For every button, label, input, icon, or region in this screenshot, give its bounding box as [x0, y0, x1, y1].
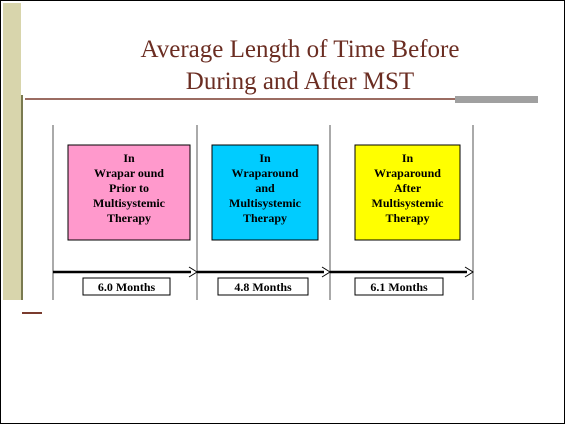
- title-line: During and After MST: [186, 68, 414, 95]
- phase-box: [67, 144, 191, 241]
- phase-label: Multisystemic: [93, 196, 166, 210]
- phase-label: Prior to: [109, 181, 149, 195]
- sidebar: [3, 3, 21, 300]
- phase-label: and: [255, 181, 275, 195]
- phase-label: Wrapar ound: [94, 166, 164, 180]
- phase-label: Therapy: [107, 211, 151, 225]
- phase-box: [211, 144, 319, 241]
- phase-label: In: [123, 151, 135, 165]
- duration-label: 6.1 Months: [370, 280, 428, 294]
- duration-box: [82, 277, 171, 296]
- duration-label: 6.0 Months: [98, 280, 156, 294]
- title-line: Average Length of Time Before: [141, 36, 460, 63]
- duration-box: [354, 277, 444, 296]
- title-rule-bar: [455, 96, 538, 103]
- duration-label: 4.8 Months: [234, 280, 292, 294]
- phase-label: In: [259, 151, 271, 165]
- duration-box: [217, 277, 309, 296]
- phase-label: Wraparound: [374, 166, 441, 180]
- phase-label: Multisystemic: [229, 196, 302, 210]
- arrow-head: [464, 266, 474, 278]
- phase-label: Therapy: [243, 211, 287, 225]
- phase-box: [354, 144, 461, 241]
- phase-label: Wraparound: [232, 166, 299, 180]
- phase-label: After: [394, 181, 422, 195]
- phase-label: Therapy: [385, 211, 429, 225]
- phase-label: In: [402, 151, 414, 165]
- phase-label: Multisystemic: [372, 196, 445, 210]
